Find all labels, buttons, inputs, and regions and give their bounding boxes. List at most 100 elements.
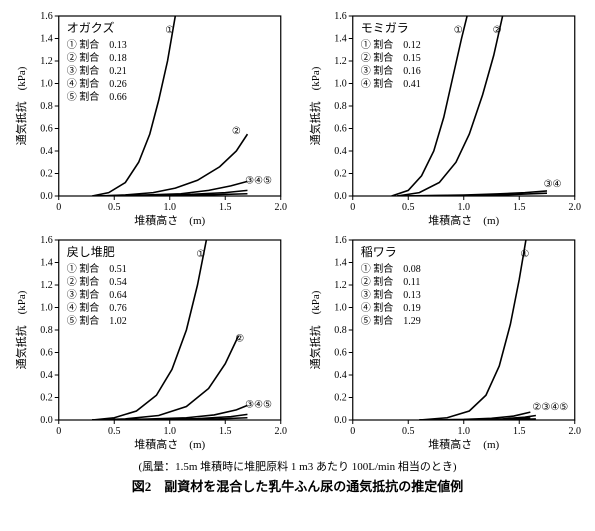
curve-label: ① bbox=[453, 25, 462, 36]
ytick-label: 1.6 bbox=[40, 11, 53, 22]
caption-note: (風量：1.5m 堆積時に堆肥原料 1 m3 あたり 100L/min 相当のと… bbox=[8, 458, 587, 474]
ylabel: 通気抵抗 (kPa) bbox=[307, 66, 321, 145]
figure-grid: 0 0.5 1.0 1.5 2.0 0.0 0.2 0.4 0.6 0.8 1.0 1.2 1.4 1.6… bbox=[8, 8, 587, 452]
panel-title: モミガラ bbox=[360, 21, 408, 35]
ytick-label: 0.8 bbox=[334, 101, 347, 112]
ytick-label: 0.2 bbox=[40, 393, 53, 404]
xtick-label: 0.5 bbox=[108, 202, 121, 213]
ytick-label: 0.8 bbox=[40, 325, 53, 336]
legend-item: ⑤ 割合 0.66 bbox=[67, 90, 127, 103]
legend-item: ④ 割合 0.19 bbox=[360, 301, 420, 314]
ytick-label: 1.4 bbox=[334, 34, 347, 45]
caption: (風量：1.5m 堆積時に堆肥原料 1 m3 あたり 100L/min 相当のと… bbox=[8, 458, 587, 495]
legend-item: ⑤ 割合 1.29 bbox=[360, 314, 420, 327]
ytick-label: 1.2 bbox=[40, 280, 53, 291]
xtick-label: 0 bbox=[56, 202, 61, 213]
ytick-label: 1.0 bbox=[40, 303, 53, 314]
ytick-label: 0.6 bbox=[40, 124, 53, 135]
ytick-label: 0.0 bbox=[40, 415, 53, 426]
xtick-label: 2.0 bbox=[568, 426, 581, 437]
xlabel: 堆積高さ (m) bbox=[428, 213, 499, 227]
xtick-label: 0.5 bbox=[108, 426, 121, 437]
ytick-label: 1.4 bbox=[40, 258, 53, 269]
xtick-label: 0.5 bbox=[402, 426, 415, 437]
panel-title: 戻し堆肥 bbox=[67, 245, 115, 259]
panel-1: 00.51.01.52.00.00.20.40.60.81.01.21.41.6… bbox=[302, 8, 588, 228]
panel-3: 00.51.01.52.00.00.20.40.60.81.01.21.41.6… bbox=[302, 232, 588, 452]
ylabel: 通気抵抗 (kPa) bbox=[307, 290, 321, 369]
ytick-label: 0.6 bbox=[40, 348, 53, 359]
curve-label: ②③④⑤ bbox=[532, 402, 568, 413]
ytick-label: 1.2 bbox=[334, 56, 347, 67]
curve-label: ③④ bbox=[543, 179, 561, 190]
ytick-label: 1.6 bbox=[40, 235, 53, 246]
ytick-label: 0.4 bbox=[40, 146, 53, 157]
curve-label: ② bbox=[492, 25, 501, 36]
ylabel: 通気抵抗 (kPa) bbox=[14, 290, 28, 369]
panel-title: オガクズ bbox=[67, 20, 115, 35]
ytick-label: 0.8 bbox=[334, 325, 347, 336]
ytick-label: 0.2 bbox=[334, 393, 347, 404]
ytick-label: 1.2 bbox=[40, 56, 53, 67]
xtick-label: 0 bbox=[56, 426, 61, 437]
xtick-label: 0 bbox=[350, 202, 355, 213]
panel-0: 00.51.01.52.00.00.20.40.60.81.01.21.41.6… bbox=[8, 8, 294, 228]
ytick-label: 1.4 bbox=[40, 34, 53, 45]
legend-item: ③ 割合 0.13 bbox=[360, 288, 420, 301]
legend-item: ⑤ 割合 1.02 bbox=[67, 314, 127, 327]
legend-item: ② 割合 0.15 bbox=[360, 51, 420, 64]
legend-item: ② 割合 0.54 bbox=[67, 275, 127, 288]
xtick-label: 1.0 bbox=[164, 202, 177, 213]
ytick-label: 1.0 bbox=[40, 79, 53, 90]
xtick-label: 2.0 bbox=[275, 202, 288, 213]
xtick-label: 1.5 bbox=[513, 202, 526, 213]
xlabel: 堆積高さ (m) bbox=[134, 213, 205, 227]
xtick-label: 0.5 bbox=[402, 202, 415, 213]
legend-item: ① 割合 0.08 bbox=[360, 262, 420, 275]
xtick-label: 1.5 bbox=[513, 426, 526, 437]
xtick-label: 1.0 bbox=[457, 426, 470, 437]
legend-item: ① 割合 0.13 bbox=[67, 38, 127, 51]
xtick-label: 1.0 bbox=[164, 426, 177, 437]
curve-label: ① bbox=[196, 249, 205, 260]
ytick-label: 1.0 bbox=[334, 303, 347, 314]
curve-label: ① bbox=[520, 249, 529, 260]
curve-1 bbox=[419, 240, 526, 420]
ytick-label: 0.2 bbox=[40, 169, 53, 180]
ytick-label: 0.4 bbox=[334, 370, 347, 381]
ytick-label: 1.0 bbox=[334, 79, 347, 90]
xtick-label: 2.0 bbox=[275, 426, 288, 437]
xtick-label: 2.0 bbox=[568, 202, 581, 213]
legend-item: ① 割合 0.51 bbox=[67, 262, 127, 275]
curve-label: ③④⑤ bbox=[245, 176, 272, 187]
ytick-label: 0.2 bbox=[334, 169, 347, 180]
legend-item: ④ 割合 0.76 bbox=[67, 301, 127, 314]
ytick-label: 1.6 bbox=[334, 11, 347, 22]
legend-item: ③ 割合 0.21 bbox=[67, 64, 127, 77]
curve-label: ② bbox=[235, 333, 244, 344]
ytick-label: 0.8 bbox=[40, 101, 53, 112]
ytick-label: 0.4 bbox=[334, 146, 347, 157]
curve-label: ① bbox=[165, 25, 174, 36]
xlabel: 堆積高さ (m) bbox=[134, 437, 205, 451]
xtick-label: 1.0 bbox=[457, 202, 470, 213]
ytick-label: 1.6 bbox=[334, 235, 347, 246]
xtick-label: 1.5 bbox=[219, 202, 232, 213]
legend-item: ④ 割合 0.41 bbox=[360, 77, 420, 90]
xlabel: 堆積高さ (m) bbox=[428, 437, 499, 451]
panel-2: 0 0.5 1.0 1.5 2.0 0.0 0.2 0.4 0.6 0.8 1.0 1.2 1.4 1.6… bbox=[8, 232, 294, 452]
xtick-label: 0 bbox=[350, 426, 355, 437]
legend-item: ② 割合 0.18 bbox=[67, 51, 127, 64]
legend-item: ① 割合 0.12 bbox=[360, 38, 420, 51]
ytick-label: 0.6 bbox=[334, 348, 347, 359]
ylabel: 通気抵抗 (kPa) bbox=[14, 66, 28, 145]
legend-item: ② 割合 0.11 bbox=[360, 275, 420, 288]
curve-label: ② bbox=[232, 126, 241, 137]
ytick-label: 0.0 bbox=[334, 415, 347, 426]
ytick-label: 0.4 bbox=[40, 370, 53, 381]
legend-item: ④ 割合 0.26 bbox=[67, 77, 127, 90]
ytick-label: 0.6 bbox=[334, 124, 347, 135]
curve-2 bbox=[92, 336, 239, 420]
xtick-label: 1.5 bbox=[219, 426, 232, 437]
ytick-label: 1.2 bbox=[334, 280, 347, 291]
